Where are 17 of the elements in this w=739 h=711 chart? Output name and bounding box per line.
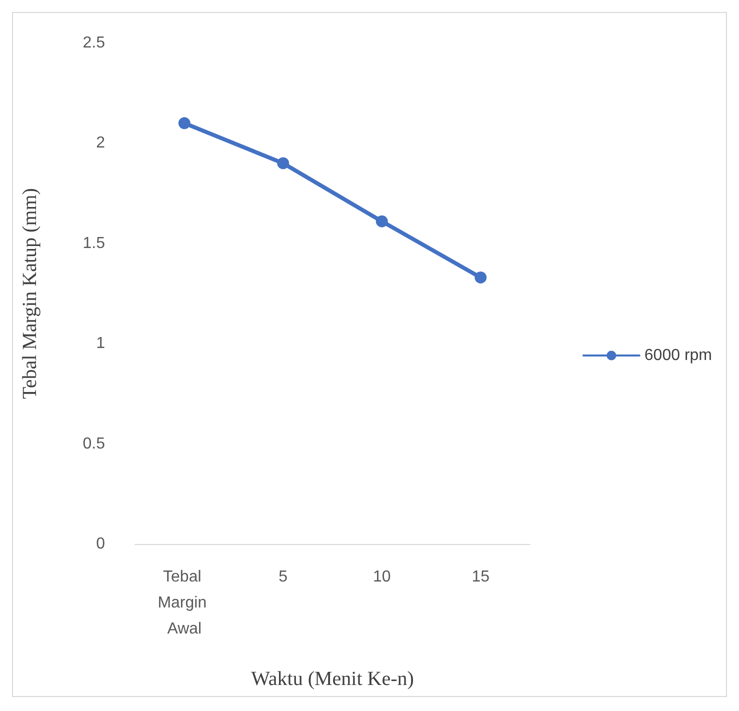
y-axis-title: Tebal Margin Katup (mm) (19, 188, 41, 399)
x-axis-title: Waktu (Menit Ke-n) (251, 668, 414, 690)
point (277, 157, 290, 170)
y-tick-label: 1.5 (82, 234, 106, 252)
x-tick-label: 5 (278, 568, 288, 586)
y-tick-label: 0.5 (82, 435, 106, 452)
y-tick-label: 0 (96, 536, 106, 552)
y-tick-label: 2.5 (82, 34, 106, 52)
y-tick-label: 1 (96, 335, 106, 352)
point (474, 271, 487, 284)
x-tick-label: 10 (372, 568, 391, 586)
y-tick-label: 2 (96, 134, 106, 152)
point (178, 117, 190, 130)
x-tick-label: Tebal Margin Awal (158, 568, 212, 638)
legend-label: 6000 rpm (644, 347, 712, 364)
x-tick-label: 15 (472, 568, 490, 586)
point (376, 215, 388, 228)
